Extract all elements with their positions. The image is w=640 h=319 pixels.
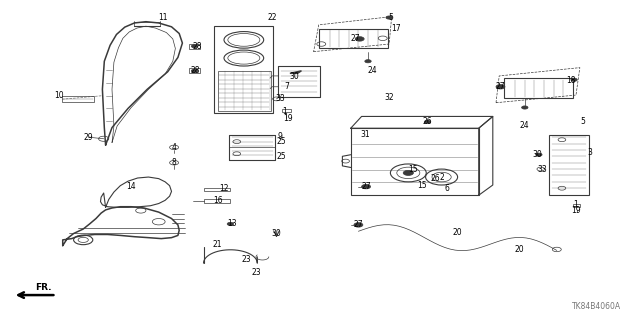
Text: 1: 1 xyxy=(282,107,287,116)
Text: TK84B4060A: TK84B4060A xyxy=(572,302,621,311)
Circle shape xyxy=(424,120,431,123)
Text: 27: 27 xyxy=(353,220,364,229)
Text: 2: 2 xyxy=(439,173,444,182)
Text: 27: 27 xyxy=(495,82,506,91)
Text: 26: 26 xyxy=(422,117,433,126)
Text: 16: 16 xyxy=(212,196,223,205)
Text: 25: 25 xyxy=(276,137,287,146)
Bar xyxy=(189,68,200,73)
Circle shape xyxy=(355,37,364,41)
Bar xyxy=(214,26,273,113)
Bar xyxy=(204,188,230,191)
Text: 8: 8 xyxy=(172,158,177,167)
Text: 30: 30 xyxy=(271,229,282,238)
Text: 19: 19 xyxy=(283,114,293,123)
Polygon shape xyxy=(290,71,301,73)
Text: 20: 20 xyxy=(452,228,463,237)
Circle shape xyxy=(522,106,528,109)
Text: 23: 23 xyxy=(251,268,261,277)
Bar xyxy=(351,128,479,195)
Circle shape xyxy=(386,16,392,19)
Text: 30: 30 xyxy=(289,72,300,81)
Text: 6: 6 xyxy=(444,184,449,193)
Circle shape xyxy=(403,170,413,175)
Text: 4: 4 xyxy=(172,143,177,152)
Text: 21: 21 xyxy=(213,241,222,249)
Bar xyxy=(573,204,580,207)
Text: 33: 33 xyxy=(275,94,285,103)
Circle shape xyxy=(365,60,371,63)
Text: FR.: FR. xyxy=(35,283,52,292)
Text: 7: 7 xyxy=(284,82,289,91)
Text: 25: 25 xyxy=(276,152,287,161)
Bar xyxy=(504,78,573,98)
Text: 22: 22 xyxy=(268,13,276,22)
Text: 24: 24 xyxy=(520,121,530,130)
Bar xyxy=(62,96,94,102)
Circle shape xyxy=(354,223,363,227)
Text: 18: 18 xyxy=(566,76,575,85)
Text: 19: 19 xyxy=(571,206,581,215)
Circle shape xyxy=(362,184,371,189)
Bar xyxy=(319,29,388,48)
Text: 5: 5 xyxy=(388,13,393,22)
Text: 23: 23 xyxy=(241,256,252,264)
Text: 15: 15 xyxy=(417,181,428,189)
Text: 30: 30 xyxy=(532,150,543,159)
Circle shape xyxy=(496,85,505,89)
Text: 3: 3 xyxy=(588,148,593,157)
Text: 28: 28 xyxy=(191,66,200,75)
Bar xyxy=(549,135,589,195)
Circle shape xyxy=(191,45,198,48)
Text: 10: 10 xyxy=(54,91,64,100)
Text: 29: 29 xyxy=(83,133,93,142)
Circle shape xyxy=(227,222,234,226)
Text: 14: 14 xyxy=(126,182,136,191)
Text: 11: 11 xyxy=(159,13,168,22)
Text: 26: 26 xyxy=(430,174,440,183)
Text: 5: 5 xyxy=(580,117,585,126)
Text: 17: 17 xyxy=(390,24,401,33)
Text: 9: 9 xyxy=(278,132,283,141)
Bar xyxy=(282,109,291,112)
Circle shape xyxy=(536,153,542,156)
Circle shape xyxy=(571,78,577,81)
Text: 33: 33 xyxy=(538,165,548,174)
Text: 31: 31 xyxy=(360,130,370,139)
Text: 32: 32 xyxy=(384,93,394,102)
Text: 15: 15 xyxy=(408,165,418,174)
Bar xyxy=(204,199,230,203)
Text: 13: 13 xyxy=(227,219,237,228)
Text: 1: 1 xyxy=(573,200,579,209)
Text: 27: 27 xyxy=(350,34,360,43)
Text: 27: 27 xyxy=(361,182,371,191)
Text: 24: 24 xyxy=(367,66,378,75)
Bar xyxy=(189,44,200,49)
Text: 20: 20 xyxy=(515,245,525,254)
Circle shape xyxy=(191,69,198,72)
Bar xyxy=(218,71,271,111)
Text: 28: 28 xyxy=(193,42,202,51)
Text: 12: 12 xyxy=(220,184,228,193)
